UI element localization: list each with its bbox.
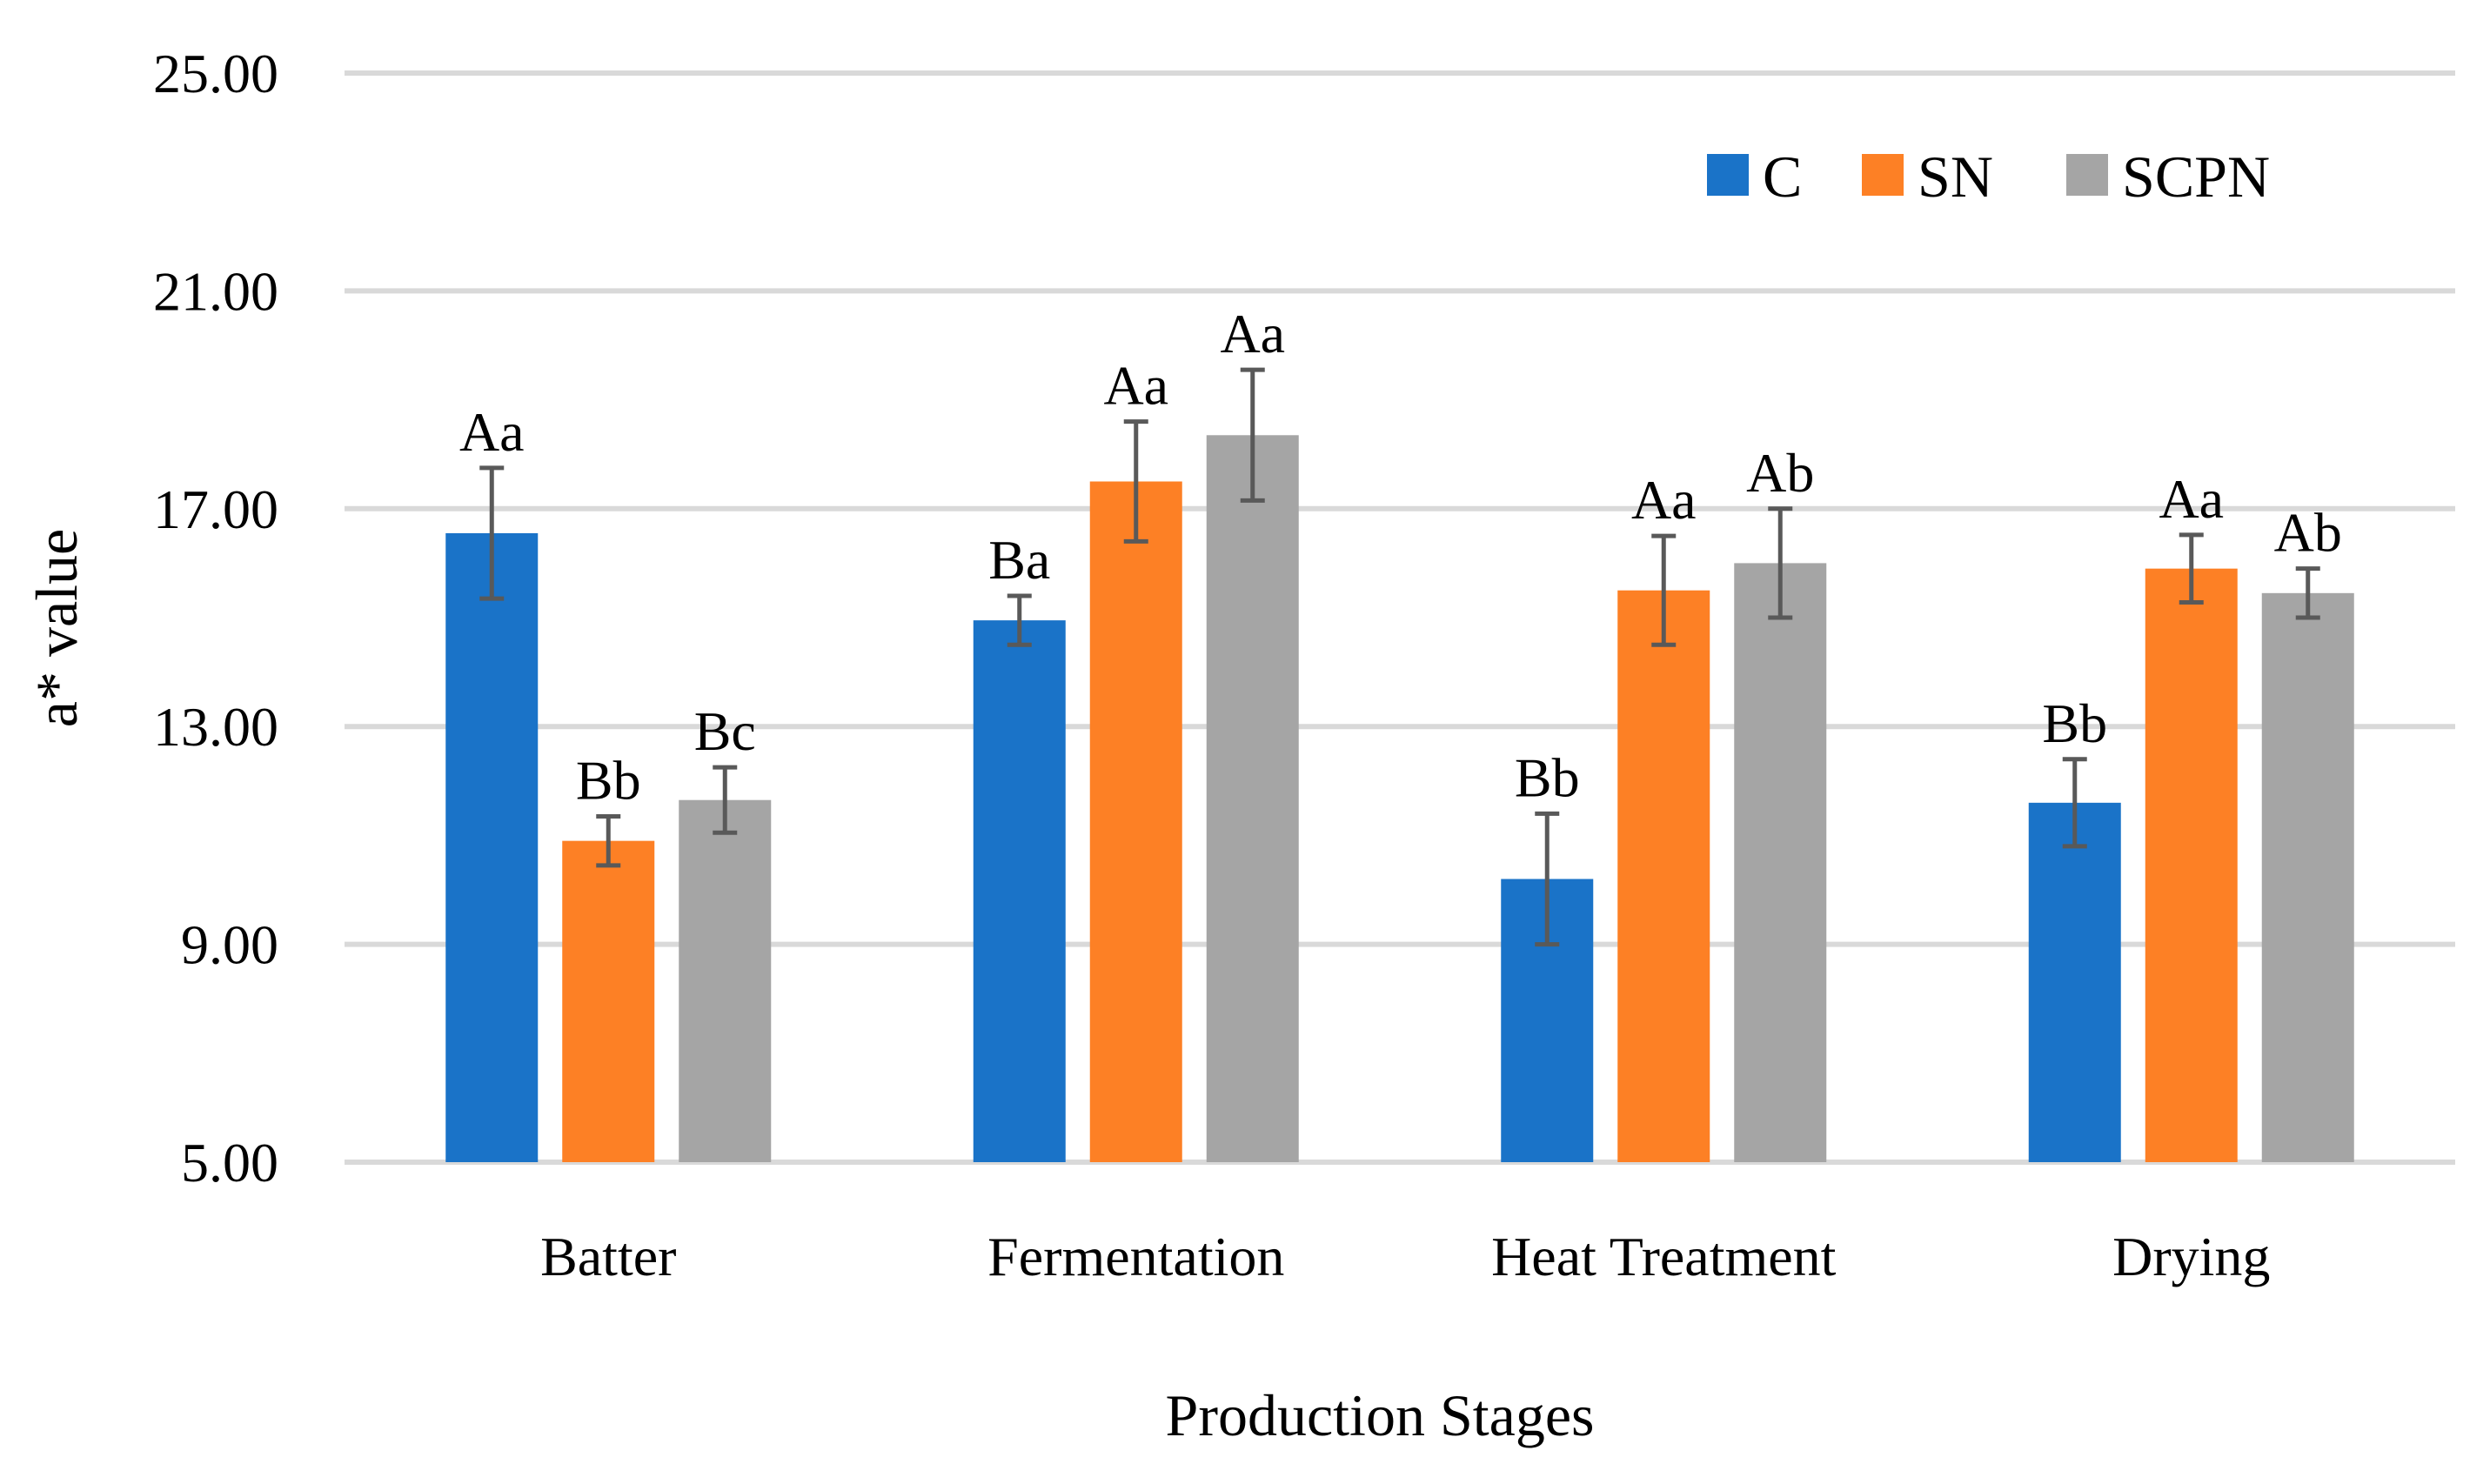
bar [2261, 592, 2354, 1162]
legend-label: SCPN [2122, 144, 2270, 210]
y-axis-ticks: 5.00 9.00 13.00 17.00 21.00 25.00 [153, 43, 278, 1193]
data-label: Aa [1103, 355, 1168, 417]
bar [973, 620, 1066, 1162]
legend: C SN SCPN [1707, 144, 2270, 210]
y-tick-label: 13.00 [153, 696, 278, 758]
y-tick-label: 17.00 [153, 478, 278, 540]
legend-swatch [1707, 154, 1749, 196]
data-label: Aa [2159, 468, 2224, 530]
data-label: Ba [988, 529, 1050, 591]
bar [2145, 568, 2238, 1162]
bar [2028, 802, 2121, 1162]
bars: Aa Bb Bc Ba Aa Aa Bb Aa Ab Bb Aa Ab [445, 303, 2354, 1162]
x-tick-label: Heat Treatment [1491, 1226, 1837, 1287]
y-tick-label: 21.00 [153, 260, 278, 322]
data-label: Aa [459, 401, 525, 463]
x-tick-label: Fermentation [987, 1226, 1284, 1287]
x-axis-ticks: Batter Fermentation Heat Treatment Drying [540, 1226, 2270, 1287]
data-label: Ab [1746, 442, 1814, 504]
data-label: Bb [1515, 746, 1580, 808]
data-label: Ab [2274, 502, 2342, 564]
legend-swatch [1862, 154, 1904, 196]
bar [562, 840, 655, 1162]
y-tick-label: 25.00 [153, 43, 278, 104]
bar [1206, 435, 1299, 1162]
bar [1617, 590, 1710, 1162]
data-label: Aa [1220, 303, 1285, 364]
data-label: Bb [2042, 692, 2107, 754]
x-tick-label: Drying [2112, 1226, 2270, 1287]
y-axis-title: a* value [23, 529, 90, 727]
legend-label: SN [1918, 144, 1993, 210]
bar [445, 532, 539, 1162]
bar [1089, 481, 1182, 1162]
data-label: Aa [1631, 469, 1697, 531]
gridlines [345, 70, 2455, 1165]
data-label: Bc [694, 700, 756, 762]
y-tick-label: 9.00 [181, 914, 278, 976]
bar [1734, 563, 1827, 1162]
y-tick-label: 5.00 [181, 1132, 278, 1193]
x-tick-label: Batter [540, 1226, 676, 1287]
legend-swatch [2066, 154, 2108, 196]
bar [679, 799, 772, 1162]
data-label: Bb [576, 749, 641, 811]
x-axis-title: Production Stages [1166, 1382, 1595, 1448]
legend-label: C [1763, 144, 1802, 210]
